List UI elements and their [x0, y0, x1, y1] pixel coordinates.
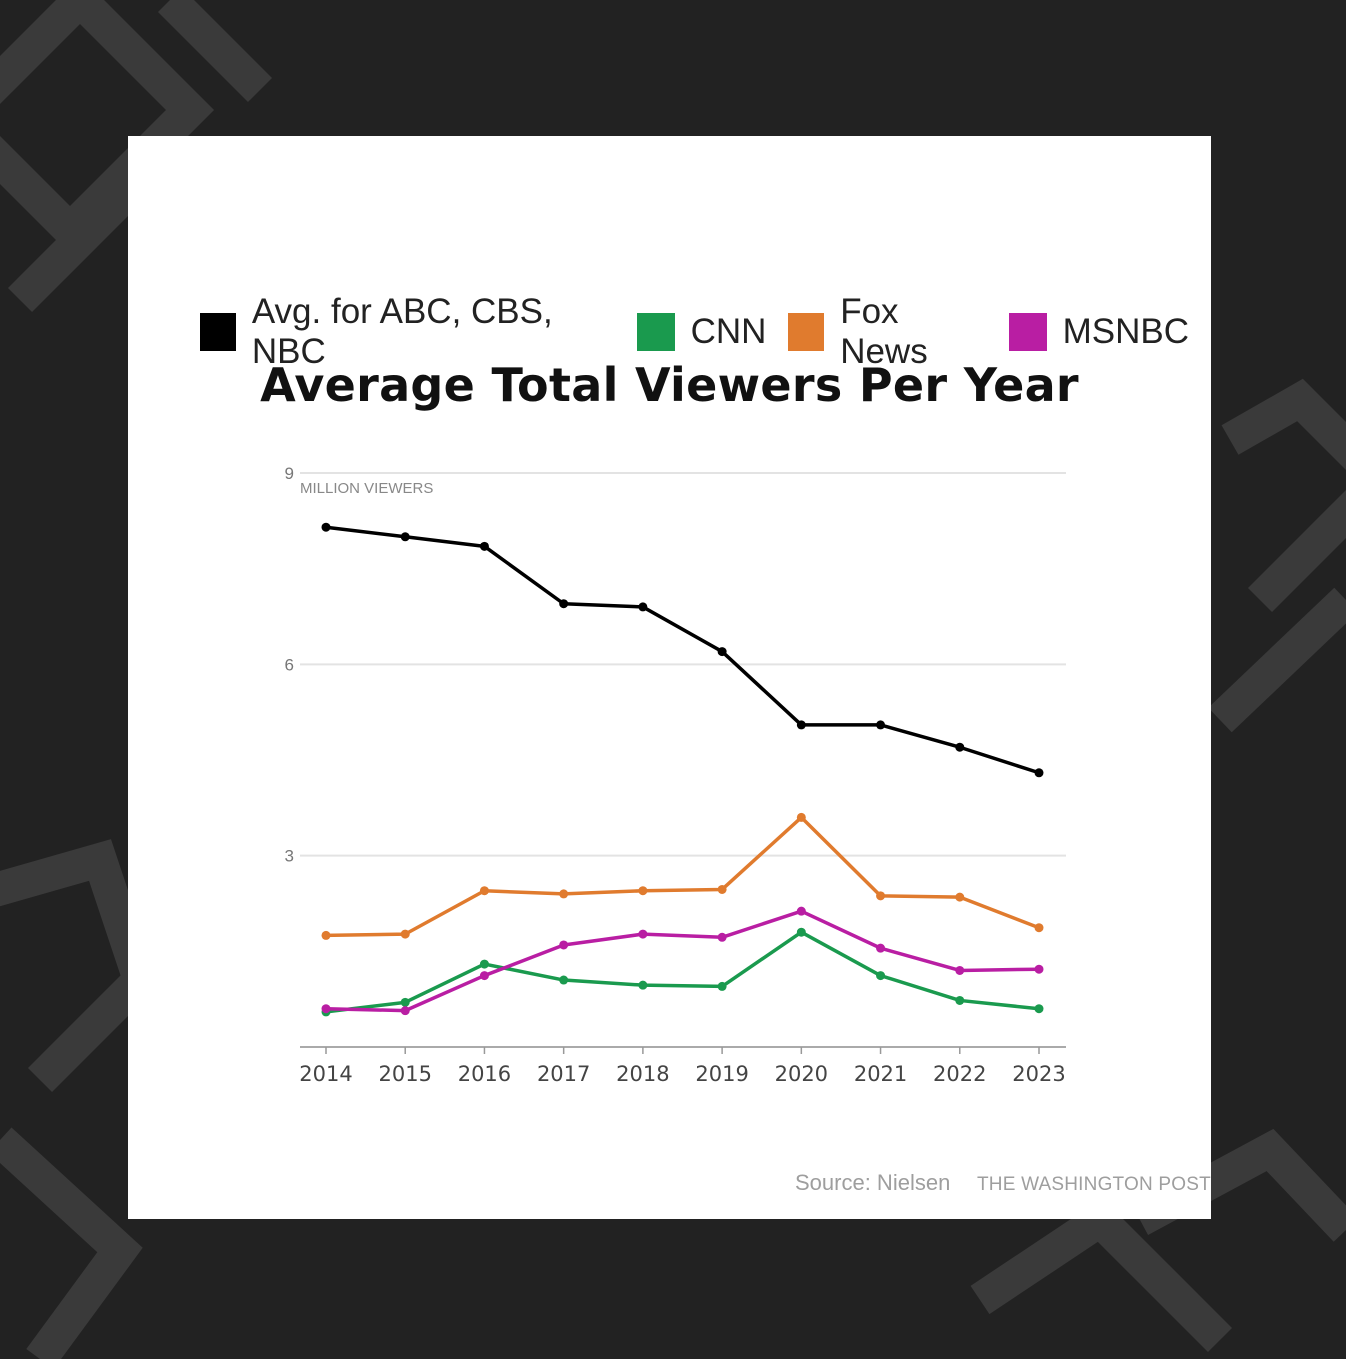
legend-swatch	[788, 313, 825, 351]
legend-item: Avg. for ABC, CBS, NBC	[200, 292, 615, 372]
data-point	[1034, 1004, 1044, 1014]
data-point	[717, 981, 727, 991]
data-point	[1034, 964, 1044, 974]
x-tick-label: 2022	[933, 1062, 986, 1086]
data-point	[559, 599, 569, 609]
data-point	[638, 929, 648, 939]
legend-swatch	[636, 313, 675, 351]
data-point	[1034, 923, 1044, 933]
data-point	[479, 541, 489, 551]
y-axis-label: MILLION VIEWERS	[300, 480, 433, 497]
legend-swatch	[1008, 313, 1047, 351]
legend-swatch	[200, 313, 236, 351]
data-point	[321, 522, 331, 532]
y-tick-label: 3	[285, 847, 294, 866]
data-point	[876, 943, 886, 953]
series-line	[324, 930, 1041, 1014]
data-point	[876, 971, 886, 981]
data-point	[876, 891, 886, 901]
legend-label: MSNBC	[1062, 312, 1189, 351]
data-point	[638, 886, 648, 896]
x-tick-label: 2023	[1012, 1062, 1065, 1086]
y-tick-label: 6	[285, 655, 294, 674]
data-point	[796, 927, 806, 937]
data-point	[955, 892, 965, 902]
line-chart: 3 6 9 MILLION VIEWERS 2014 2015 2016 2017 2018 20…	[285, 464, 1066, 1086]
data-point	[796, 720, 806, 730]
series-line	[324, 815, 1041, 938]
legend-item: CNN	[636, 312, 767, 352]
data-point	[400, 532, 410, 542]
series-line	[324, 525, 1041, 775]
x-tick-label: 2017	[537, 1062, 590, 1086]
data-point	[321, 1004, 331, 1014]
data-point	[638, 602, 648, 612]
data-point	[479, 886, 489, 896]
data-point	[559, 940, 569, 950]
x-tick-label: 2016	[458, 1062, 511, 1086]
x-tick-label: 2014	[299, 1062, 352, 1086]
data-point	[717, 932, 727, 942]
y-tick-label: 9	[285, 464, 294, 483]
data-point	[876, 720, 886, 730]
legend-label: CNN	[690, 312, 767, 351]
data-point	[321, 930, 331, 940]
data-point	[717, 884, 727, 894]
source-note: Source: Nielsen	[795, 1170, 951, 1195]
x-tick-label: 2019	[695, 1062, 748, 1086]
data-point	[717, 647, 727, 657]
data-point	[796, 812, 806, 822]
x-tick-label: 2018	[616, 1062, 669, 1086]
legend-label: Avg. for ABC, CBS, NBC	[251, 292, 553, 371]
data-point	[400, 929, 410, 939]
series-line	[324, 909, 1041, 1013]
data-point	[479, 971, 489, 981]
x-tick-label: 2015	[378, 1062, 431, 1086]
data-point	[559, 975, 569, 985]
data-point	[638, 980, 648, 990]
legend-label: Fox News	[840, 292, 928, 371]
data-point	[955, 965, 965, 975]
publisher-credit: THE WASHINGTON POST	[977, 1174, 1211, 1195]
chart-card: Average Total Viewers Per Year Avg. for …	[128, 136, 1211, 1219]
chart-legend: Avg. for ABC, CBS, NBC CNN Fox News MSNB…	[200, 292, 1211, 371]
x-tick-label: 2020	[775, 1062, 828, 1086]
data-point	[479, 959, 489, 969]
data-point	[400, 997, 410, 1007]
data-point	[559, 889, 569, 899]
x-tick-label: 2021	[854, 1062, 907, 1086]
legend-item: MSNBC	[1008, 312, 1189, 352]
data-point	[955, 995, 965, 1005]
data-point	[1034, 768, 1044, 778]
data-point	[400, 1006, 410, 1016]
data-point	[796, 906, 806, 916]
data-point	[955, 742, 965, 752]
legend-item: Fox News	[788, 292, 986, 372]
chart-title: Average Total Viewers Per Year	[260, 358, 1079, 412]
